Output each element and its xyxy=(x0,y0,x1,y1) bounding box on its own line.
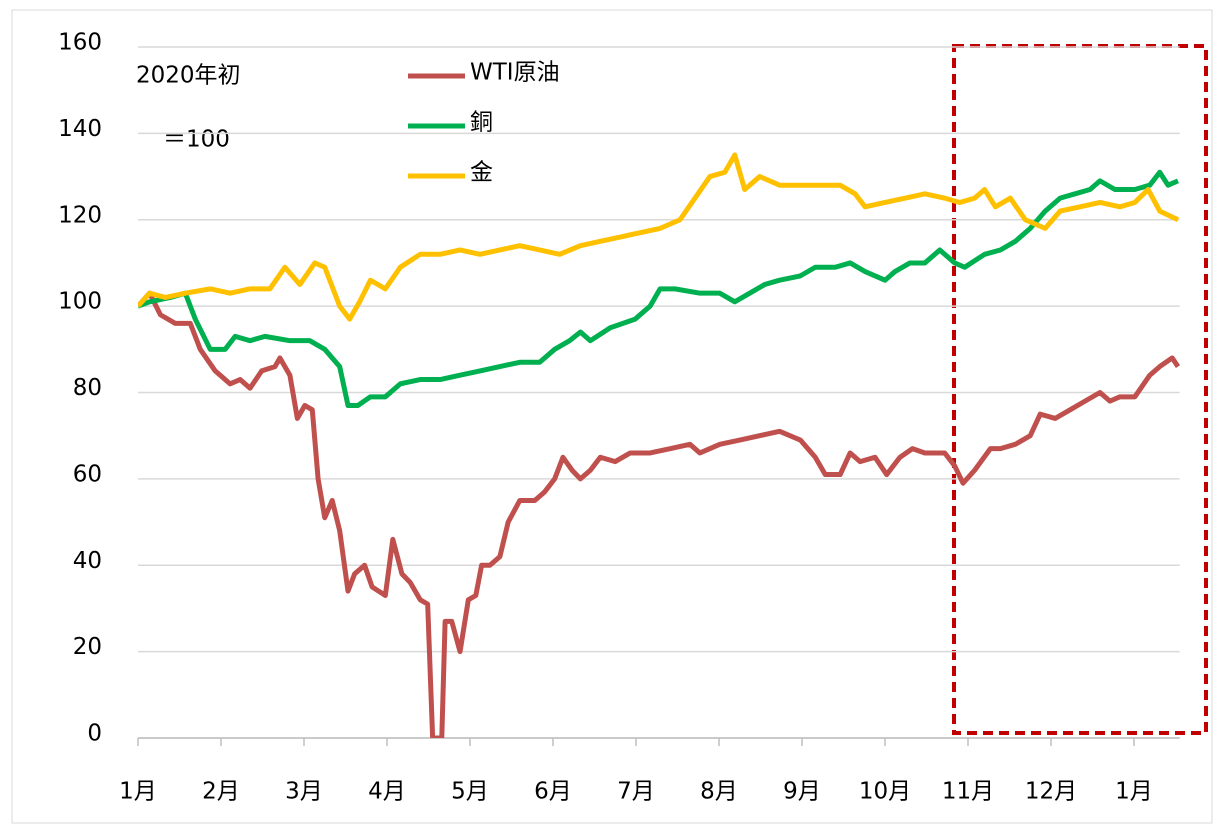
x-tick-label: 2月 xyxy=(202,779,240,805)
x-tick-label: 5月 xyxy=(451,779,489,805)
y-tick-label: 100 xyxy=(58,289,102,315)
y-tick-label: 160 xyxy=(58,30,102,56)
x-tick-label: 3月 xyxy=(285,779,323,805)
x-tick-label: 11月 xyxy=(942,779,994,805)
chart-border xyxy=(11,9,1213,824)
annotation: 2020年初 xyxy=(136,63,241,89)
y-tick-label: 40 xyxy=(73,548,102,574)
x-tick-label: 7月 xyxy=(617,779,655,805)
x-tick-label: 9月 xyxy=(783,779,821,805)
y-tick-label: 120 xyxy=(58,202,102,228)
legend-label: 金 xyxy=(470,160,493,186)
x-tick-label: 12月 xyxy=(1025,779,1077,805)
x-tick-label: 8月 xyxy=(700,779,738,805)
legend-label: 銅 xyxy=(470,110,493,136)
y-tick-label: 60 xyxy=(73,461,102,487)
x-tick-label: 1月 xyxy=(1115,779,1153,805)
highlight-box xyxy=(952,44,1208,735)
line-series xyxy=(138,290,1181,738)
y-tick-label: 140 xyxy=(58,116,102,142)
y-tick-label: 0 xyxy=(87,721,102,747)
annotation: ＝100 xyxy=(163,127,230,153)
y-tick-label: 20 xyxy=(73,634,102,660)
x-tick-label: 6月 xyxy=(534,779,572,805)
legend-label: WTI原油 xyxy=(470,60,560,86)
x-tick-label: 1月 xyxy=(119,779,157,805)
line-series xyxy=(138,152,1180,322)
x-tick-label: 10月 xyxy=(859,779,911,805)
x-tick-label: 4月 xyxy=(368,779,406,805)
line-series xyxy=(138,169,1179,408)
y-tick-label: 80 xyxy=(73,375,102,401)
